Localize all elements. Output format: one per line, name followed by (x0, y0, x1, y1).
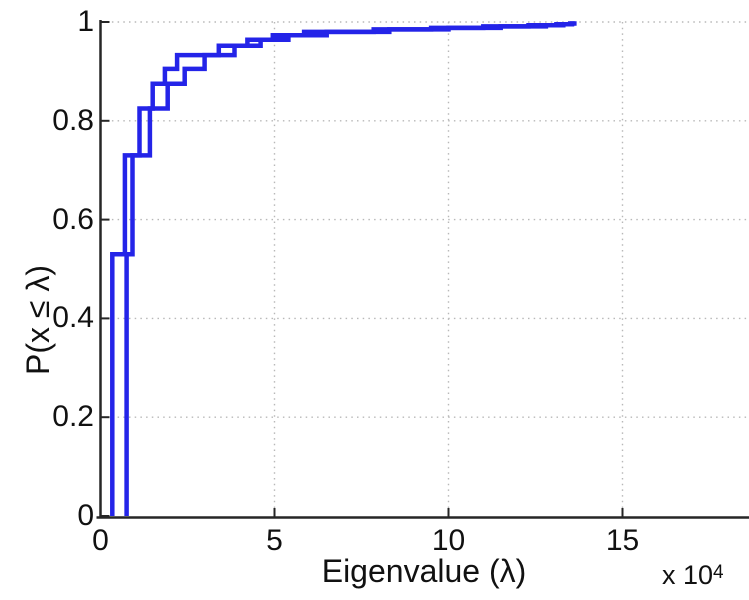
x-tick-label: 5 (266, 524, 283, 557)
x-tick-label: 15 (605, 524, 640, 557)
y-tick-label: 0.6 (52, 202, 94, 236)
x-tick-label: 10 (431, 524, 466, 557)
x-axis-multiplier: x 104 (662, 560, 724, 591)
y-tick-label: 0.8 (52, 103, 94, 137)
x-axis-multiplier-exponent: 4 (713, 562, 724, 583)
y-tick-label: 0.2 (52, 400, 94, 434)
ecdf-curve-1 (110, 21, 577, 516)
x-axis-label: Eigenvalue (λ) (321, 553, 527, 589)
y-tick-label: 0.4 (52, 301, 94, 335)
x-axis-multiplier-base: x 10 (662, 560, 714, 590)
ecdf-curve-2 (124, 21, 575, 516)
y-tick-label: 1 (77, 5, 94, 38)
y-tick-label: 0 (77, 499, 94, 532)
x-tick-label: 0 (92, 524, 109, 557)
